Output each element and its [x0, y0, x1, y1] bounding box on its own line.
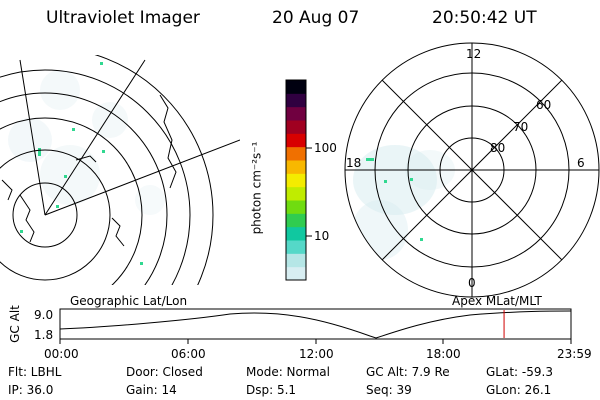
- colorbar-segment: [286, 200, 306, 214]
- observation-time: 20:50:42 UT: [432, 8, 537, 28]
- lat-label-70: 70: [513, 120, 529, 134]
- emission-pixels-polar: [366, 158, 423, 241]
- polar-spokes: [345, 43, 599, 297]
- mode-info: Mode: Normal: [246, 365, 330, 379]
- orbit-xtick-1200: 12:00: [299, 347, 334, 361]
- door-info: Door: Closed: [126, 365, 203, 379]
- orbit-xtick-1800: 18:00: [426, 347, 461, 361]
- colorbar-segment: [286, 213, 306, 228]
- mlt-label-12: 12: [466, 47, 482, 61]
- gc-alt-info: GC Alt: 7.9 Re: [366, 365, 450, 379]
- colorbar-tick-100: 100: [314, 141, 337, 155]
- orbit-x-ticks: [59, 339, 572, 344]
- colorbar-segment: [286, 266, 306, 281]
- colorbar-unit-label: photon cm⁻²s⁻¹: [249, 141, 264, 235]
- seq-info: Seq: 39: [366, 383, 412, 397]
- colorbar-segment: [286, 160, 306, 174]
- meridians: [19, 59, 240, 216]
- coastlines: [1, 94, 177, 247]
- auroral-emission-geo: [8, 70, 165, 215]
- colorbar-segment: [286, 186, 306, 201]
- polar-plot-label: Apex MLat/MLT: [452, 294, 542, 308]
- glat-info: GLat: -59.3: [486, 365, 553, 379]
- lat-label-60: 60: [536, 98, 552, 112]
- colorbar-segment: [286, 173, 306, 188]
- colorbar-segment: [286, 226, 306, 241]
- colorbar-segment: [286, 253, 306, 268]
- latitude-circles: [0, 55, 214, 285]
- colorbar-segment: [286, 106, 306, 121]
- instrument-title: Ultraviolet Imager: [46, 8, 200, 28]
- orbit-ytick-low: 1.8: [34, 328, 54, 342]
- orbit-xtick-0600: 06:00: [171, 347, 206, 361]
- geographic-map: [0, 55, 240, 285]
- orbit-ytick-high: 9.0: [34, 308, 54, 322]
- lat-label-80: 80: [490, 141, 506, 155]
- mlt-label-18: 18: [346, 156, 362, 170]
- orbit-xtick-2359: 23:59: [557, 347, 592, 361]
- colorbar-segment: [286, 146, 306, 161]
- colorbar-segment: [286, 240, 306, 254]
- dsp-info: Dsp: 5.1: [246, 383, 297, 397]
- colorbar-ticks: [306, 147, 312, 237]
- glon-info: GLon: 26.1: [486, 383, 552, 397]
- orbit-xtick-0000: 00:00: [44, 347, 79, 361]
- ip-info: IP: 36.0: [8, 383, 54, 397]
- colorbar-segment: [286, 93, 306, 108]
- colorbar-tick-10: 10: [314, 229, 330, 243]
- mlt-label-6: 6: [577, 156, 585, 170]
- emission-pixels-geo: [20, 62, 143, 265]
- mlt-label-0: 0: [468, 276, 476, 290]
- altitude-curve: [59, 310, 572, 339]
- orbit-plot: [59, 308, 572, 344]
- colorbar-segment: [286, 120, 306, 134]
- gain-info: Gain: 14: [126, 383, 177, 397]
- colorbar-segment: [286, 80, 306, 94]
- orbit-ylabel: GC Alt: [7, 305, 22, 343]
- colorbar: [286, 80, 306, 281]
- observation-date: 20 Aug 07: [272, 8, 360, 28]
- colorbar-frame: [285, 79, 307, 281]
- filter-info: Flt: LBHL: [8, 365, 62, 379]
- colorbar-segment: [286, 133, 306, 148]
- polar-plot: [344, 42, 600, 298]
- geo-map-label: Geographic Lat/Lon: [70, 294, 188, 308]
